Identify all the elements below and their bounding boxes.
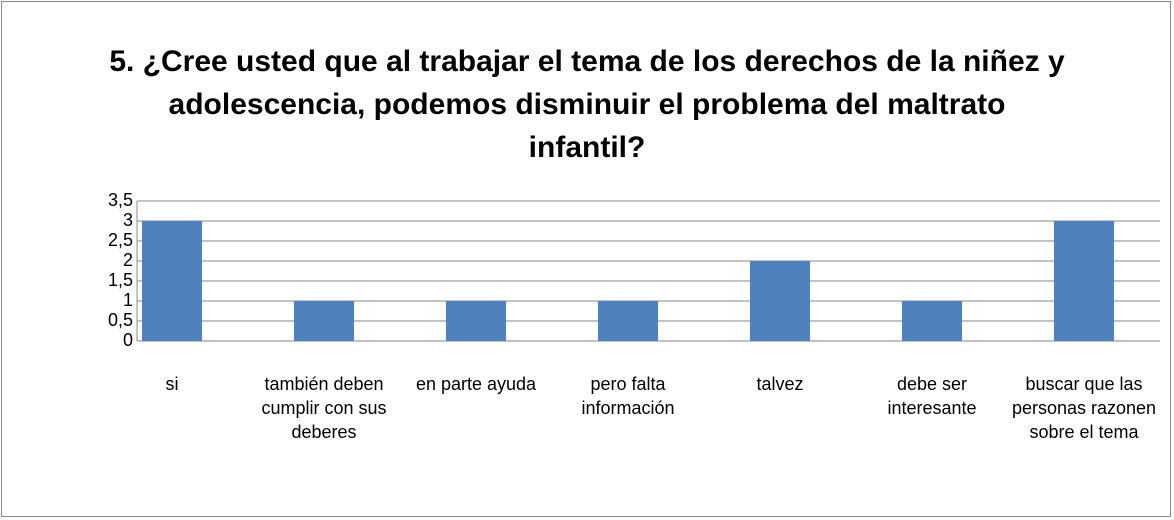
x-tick-label: en parte ayuda [415, 374, 537, 394]
y-tick-label: 3,5 [108, 190, 133, 210]
y-tick-label: 3 [123, 210, 133, 230]
bar [902, 301, 962, 341]
y-tick-label: 1,5 [108, 270, 133, 290]
y-tick-label: 2,5 [108, 230, 133, 250]
bar [1054, 221, 1114, 341]
x-tick-label: también deben cumplir con sus deberes [261, 374, 387, 442]
x-tick-label: si [165, 374, 179, 394]
x-tick-label: debe ser interesante [887, 374, 977, 418]
bar [598, 301, 658, 341]
chart-title: 5. ¿Cree usted que al trabajar el tema d… [109, 45, 1065, 164]
y-tick-label: 1 [123, 290, 133, 310]
y-tick-label: 2 [123, 250, 133, 270]
x-tick-label: buscar que las personas razonen sobre el… [1011, 374, 1157, 442]
x-tick-label: talvez [756, 374, 804, 394]
y-tick-label: 0 [123, 330, 133, 350]
bar [750, 261, 810, 341]
bar [294, 301, 354, 341]
bar [142, 221, 202, 341]
x-tick-label: pero falta información [581, 374, 675, 418]
y-tick-label: 0,5 [108, 310, 133, 330]
bar [446, 301, 506, 341]
